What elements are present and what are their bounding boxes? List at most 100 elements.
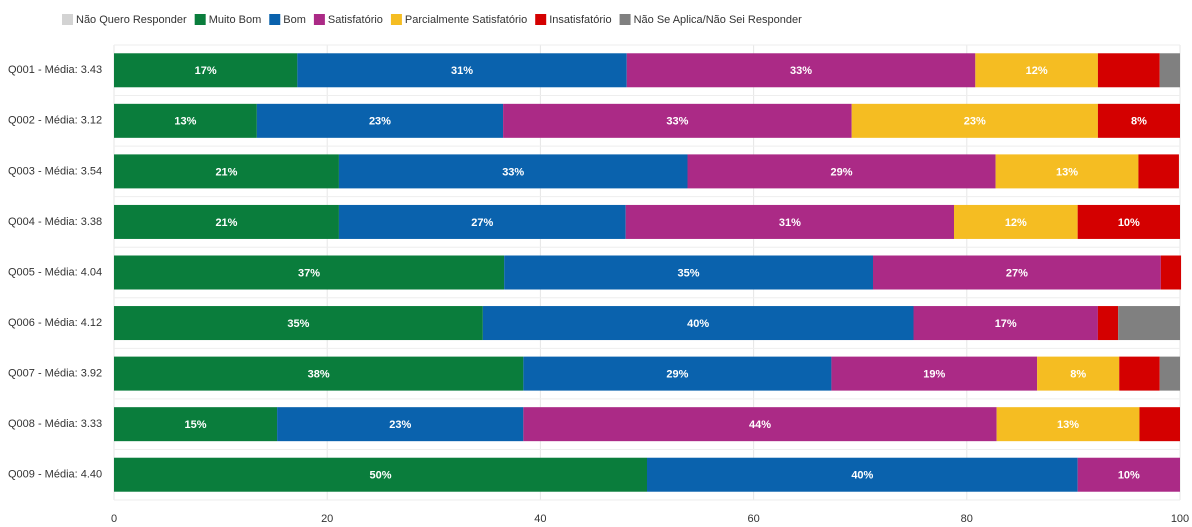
bar-segment <box>1139 407 1180 442</box>
data-label: 21% <box>215 166 237 178</box>
y-tick-label: Q009 - Média: 4.40 <box>8 469 102 481</box>
bar-segment <box>114 306 483 341</box>
y-tick-label: Q008 - Média: 3.33 <box>8 418 102 430</box>
data-label: 23% <box>389 419 411 431</box>
data-label: 33% <box>790 65 812 77</box>
bar-segment <box>338 204 626 239</box>
bar-segment <box>1077 204 1180 239</box>
legend-label: Parcialmente Satisfatório <box>405 14 527 26</box>
bar-segment <box>1119 356 1160 391</box>
data-label: 19% <box>923 369 945 381</box>
data-label: 44% <box>749 419 771 431</box>
bar-segment <box>647 457 1078 492</box>
data-label: 13% <box>1057 419 1079 431</box>
legend-label: Muito Bom <box>209 14 262 26</box>
y-tick-label: Q003 - Média: 3.54 <box>8 165 102 177</box>
bar-segment <box>996 407 1140 442</box>
y-tick-label: Q005 - Média: 4.04 <box>8 266 102 278</box>
x-tick-label: 40 <box>534 513 546 525</box>
bar-segment <box>114 457 647 492</box>
data-label: 33% <box>502 166 524 178</box>
bar-segment <box>114 356 524 391</box>
bar-segment <box>975 53 1098 88</box>
bar-segment <box>523 407 997 442</box>
data-label: 10% <box>1118 470 1140 482</box>
legend-swatch <box>269 14 281 25</box>
data-label: 29% <box>831 166 853 178</box>
y-tick-label: Q007 - Média: 3.92 <box>8 368 102 380</box>
legend-swatch <box>62 14 73 25</box>
data-label: 35% <box>678 267 700 279</box>
data-label: 23% <box>369 116 391 128</box>
bar-segment <box>626 53 976 88</box>
x-tick-label: 0 <box>111 513 117 525</box>
data-label: 10% <box>1118 217 1140 229</box>
legend-swatch <box>619 14 631 25</box>
x-tick-label: 100 <box>1171 513 1189 525</box>
bar-segment <box>256 103 504 138</box>
data-label: 31% <box>451 65 473 77</box>
bar-segment <box>872 255 1161 290</box>
bar-segment <box>482 306 914 341</box>
data-label: 12% <box>1026 65 1048 77</box>
legend-label: Satisfatório <box>328 14 383 26</box>
bar-segment <box>277 407 524 442</box>
bar-segment <box>954 204 1078 239</box>
y-tick-label: Q002 - Média: 3.12 <box>8 115 102 127</box>
data-label: 27% <box>1006 267 1028 279</box>
x-tick-label: 20 <box>321 513 333 525</box>
bar-segment <box>1097 306 1119 341</box>
y-tick-label: Q001 - Média: 3.43 <box>8 64 102 76</box>
bar-segment <box>851 103 1098 138</box>
bar-segment <box>338 154 688 189</box>
bar-segment <box>114 154 339 189</box>
bar-segment <box>1159 356 1180 391</box>
bar-segment <box>1037 356 1120 391</box>
x-tick-label: 60 <box>747 513 759 525</box>
bar-segment <box>504 255 873 290</box>
x-tick-label: 80 <box>961 513 973 525</box>
legend-label: Bom <box>283 14 306 26</box>
data-label: 31% <box>779 217 801 229</box>
bar-segment <box>523 356 832 391</box>
data-label: 15% <box>185 419 207 431</box>
data-label: 35% <box>287 318 309 330</box>
data-label: 27% <box>471 217 493 229</box>
bar-segment <box>1138 154 1179 189</box>
bar-segment <box>1097 103 1180 138</box>
legend-swatch <box>194 14 206 25</box>
legend-swatch <box>535 14 547 25</box>
data-label: 17% <box>995 318 1017 330</box>
data-label: 8% <box>1131 116 1147 128</box>
y-tick-label: Q004 - Média: 3.38 <box>8 216 102 228</box>
data-label: 33% <box>666 116 688 128</box>
data-label: 21% <box>215 217 237 229</box>
legend-label: Não Quero Responder <box>76 14 187 26</box>
bar-segment <box>114 407 278 442</box>
bar-segment <box>995 154 1139 189</box>
data-label: 17% <box>195 65 217 77</box>
bar-segment <box>1118 306 1180 341</box>
legend-label: Não Se Aplica/Não Sei Responder <box>634 14 802 26</box>
legend-swatch <box>390 14 402 25</box>
bar-segment <box>297 53 627 88</box>
data-label: 29% <box>666 369 688 381</box>
bar-segment <box>687 154 996 189</box>
data-label: 23% <box>964 116 986 128</box>
bar-segment <box>1160 255 1182 290</box>
bar-segment <box>114 103 257 138</box>
data-label: 12% <box>1005 217 1027 229</box>
bar-segment <box>1077 457 1180 492</box>
data-label: 40% <box>851 470 873 482</box>
bar-segment <box>1159 53 1180 88</box>
bar-segment <box>503 103 852 138</box>
bar-segment <box>114 204 339 239</box>
data-label: 40% <box>687 318 709 330</box>
bar-segment <box>114 255 505 290</box>
data-label: 50% <box>369 470 391 482</box>
data-label: 13% <box>1056 166 1078 178</box>
data-label: 13% <box>174 116 196 128</box>
legend-label: Insatisfatório <box>549 14 611 26</box>
bar-segment <box>114 53 298 88</box>
